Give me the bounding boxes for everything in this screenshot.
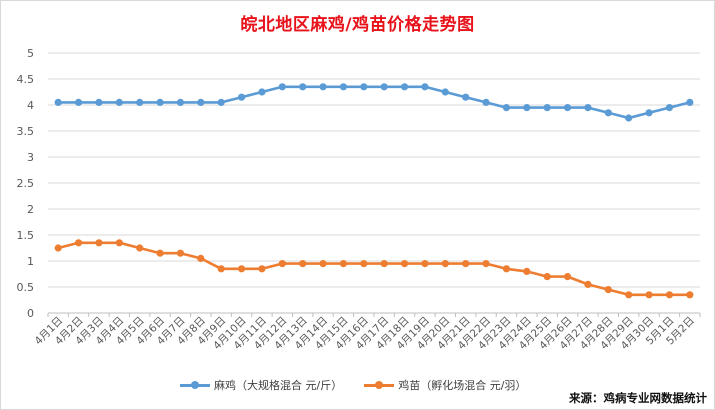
series-1-point-4 bbox=[136, 98, 144, 106]
series-2-point-3 bbox=[115, 239, 123, 247]
y-tick-label-0: 0 bbox=[27, 307, 34, 320]
series-2-point-11 bbox=[278, 260, 286, 268]
series-2-point-16 bbox=[380, 260, 388, 268]
series-2-point-30 bbox=[665, 291, 674, 299]
series-2-point-13 bbox=[319, 260, 327, 268]
series-2-point-9 bbox=[237, 265, 246, 273]
series-line-1 bbox=[58, 85, 691, 120]
y-tick-label-1: 0.5 bbox=[17, 281, 35, 294]
series-2-point-28 bbox=[625, 291, 633, 299]
series-2-point-18 bbox=[421, 260, 429, 268]
y-tick-label-10: 5 bbox=[27, 47, 34, 60]
y-tick-label-2: 1 bbox=[27, 255, 34, 268]
series-1-point-18 bbox=[421, 83, 429, 91]
source-note: 来源：鸡病专业网数据统计 bbox=[569, 391, 707, 405]
series-1-point-5 bbox=[156, 98, 164, 106]
series-2-point-20 bbox=[462, 260, 470, 268]
y-tick-label-6: 3 bbox=[27, 151, 34, 164]
series-2-point-7 bbox=[197, 254, 205, 262]
series-2-point-22 bbox=[502, 265, 511, 273]
series-1-point-17 bbox=[400, 83, 409, 91]
series-1-point-26 bbox=[584, 104, 592, 112]
series-2-point-0 bbox=[54, 244, 62, 252]
series-1-point-12 bbox=[299, 83, 307, 91]
series-2-point-4 bbox=[136, 244, 144, 252]
series-1-point-20 bbox=[462, 93, 470, 101]
series-2-point-15 bbox=[360, 260, 368, 268]
y-tick-label-9: 4.5 bbox=[17, 73, 35, 86]
series-2-point-5 bbox=[156, 249, 164, 257]
series-2-point-6 bbox=[176, 249, 185, 257]
series-1-point-24 bbox=[543, 104, 551, 112]
series-1-point-9 bbox=[237, 93, 246, 101]
legend-label-2: 鸡苗（孵化场混合 元/羽） bbox=[398, 379, 527, 392]
series-1-point-21 bbox=[482, 98, 490, 106]
legend-item-jimiao: 鸡苗（孵化场混合 元/羽） bbox=[364, 377, 526, 393]
chart-title: 皖北地区麻鸡/鸡苗价格走势图 bbox=[240, 15, 475, 35]
legend-swatch-orange-icon bbox=[364, 380, 395, 390]
series-1-point-0 bbox=[54, 98, 62, 106]
y-tick-label-4: 2 bbox=[27, 203, 34, 216]
series-1-point-16 bbox=[380, 83, 388, 91]
y-tick-label-3: 1.5 bbox=[17, 229, 35, 242]
legend-swatch-blue-icon bbox=[180, 380, 210, 390]
series-2-point-8 bbox=[217, 265, 225, 273]
series-2-point-1 bbox=[74, 239, 83, 247]
series-1-point-30 bbox=[665, 104, 674, 112]
series-2-point-25 bbox=[563, 273, 572, 281]
y-tick-label-5: 2.5 bbox=[17, 177, 35, 190]
series-1-point-14 bbox=[339, 83, 348, 91]
chart-legend: 麻鸡（大规格混合 元/斤） 鸡苗（孵化场混合 元/羽） bbox=[180, 377, 526, 393]
series-1-point-13 bbox=[319, 83, 327, 91]
series-2-point-10 bbox=[258, 265, 266, 273]
series-1-point-31 bbox=[686, 98, 694, 106]
series-2-point-21 bbox=[482, 260, 490, 268]
series-1-point-29 bbox=[645, 109, 653, 117]
series-2-point-27 bbox=[604, 286, 612, 294]
y-tick-label-7: 3.5 bbox=[17, 125, 35, 138]
series-2-point-12 bbox=[299, 260, 307, 268]
series-2-point-14 bbox=[339, 260, 348, 268]
series-2-point-26 bbox=[584, 280, 592, 288]
series-1-point-2 bbox=[95, 98, 103, 106]
series-2-point-23 bbox=[523, 267, 531, 275]
series-1-point-25 bbox=[563, 104, 572, 112]
series-1-point-27 bbox=[604, 109, 612, 117]
series-2-point-17 bbox=[400, 260, 409, 268]
series-1-point-15 bbox=[360, 83, 368, 91]
series-2-point-19 bbox=[441, 260, 449, 268]
series-1-point-1 bbox=[74, 98, 83, 106]
series-1-point-22 bbox=[502, 104, 511, 112]
series-1-point-8 bbox=[217, 98, 225, 106]
series-2-point-24 bbox=[543, 273, 551, 281]
series-1-point-28 bbox=[625, 114, 633, 122]
series-2-point-31 bbox=[686, 291, 694, 299]
y-tick-label-8: 4 bbox=[27, 99, 34, 112]
series-1-point-19 bbox=[441, 88, 449, 96]
series-1-point-11 bbox=[278, 83, 286, 91]
series-2-point-2 bbox=[95, 239, 103, 247]
series-2-point-29 bbox=[645, 291, 653, 299]
legend-item-majī: 麻鸡（大规格混合 元/斤） bbox=[180, 377, 342, 393]
series-1-point-23 bbox=[523, 104, 531, 112]
series-1-point-3 bbox=[115, 98, 123, 106]
series-1-point-10 bbox=[258, 88, 266, 96]
legend-label-1: 麻鸡（大规格混合 元/斤） bbox=[214, 379, 343, 392]
series-1-point-7 bbox=[197, 98, 205, 106]
series-1-point-6 bbox=[176, 98, 185, 106]
